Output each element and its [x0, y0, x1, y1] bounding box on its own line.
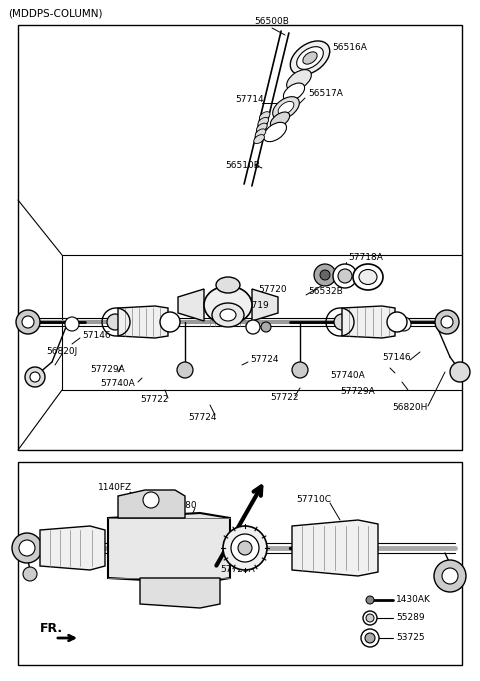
Polygon shape: [118, 490, 185, 518]
Circle shape: [19, 540, 35, 556]
Text: 56510B: 56510B: [225, 161, 260, 170]
Text: 1430AK: 1430AK: [396, 595, 431, 605]
Circle shape: [361, 629, 379, 647]
Circle shape: [143, 492, 159, 508]
Ellipse shape: [270, 112, 289, 128]
Circle shape: [363, 611, 377, 625]
Ellipse shape: [353, 264, 383, 290]
Polygon shape: [342, 306, 395, 338]
Circle shape: [246, 320, 260, 334]
Text: 56516A: 56516A: [332, 44, 367, 52]
Ellipse shape: [259, 112, 270, 121]
Text: 57718A: 57718A: [348, 253, 383, 262]
Text: 57740A: 57740A: [330, 370, 365, 379]
Polygon shape: [292, 520, 378, 576]
Circle shape: [16, 310, 40, 334]
Ellipse shape: [273, 97, 300, 119]
Circle shape: [238, 541, 252, 555]
Text: 57146: 57146: [382, 353, 410, 362]
Circle shape: [450, 362, 470, 382]
Ellipse shape: [283, 83, 305, 101]
Text: 56500B: 56500B: [254, 18, 289, 27]
Ellipse shape: [216, 277, 240, 293]
Text: 57720: 57720: [258, 285, 287, 294]
Polygon shape: [108, 513, 230, 583]
Ellipse shape: [303, 52, 317, 64]
Circle shape: [23, 567, 37, 581]
Polygon shape: [118, 306, 168, 338]
Circle shape: [387, 312, 407, 332]
Text: 57722: 57722: [140, 396, 168, 405]
Circle shape: [65, 317, 79, 331]
Text: 56532B: 56532B: [308, 287, 343, 296]
Circle shape: [30, 372, 40, 382]
Circle shape: [261, 322, 271, 332]
Ellipse shape: [212, 303, 244, 327]
Text: 57724: 57724: [250, 355, 278, 364]
Text: (MDDPS-COLUMN): (MDDPS-COLUMN): [8, 9, 103, 19]
Ellipse shape: [257, 123, 267, 132]
Circle shape: [25, 367, 45, 387]
Circle shape: [12, 533, 42, 563]
Polygon shape: [140, 578, 220, 608]
Text: 1140FZ: 1140FZ: [98, 484, 132, 492]
Circle shape: [177, 362, 193, 378]
Circle shape: [107, 314, 123, 330]
Ellipse shape: [264, 123, 287, 142]
Text: 55289: 55289: [396, 614, 425, 622]
Circle shape: [338, 269, 352, 283]
Text: 56820H: 56820H: [392, 404, 427, 413]
Polygon shape: [40, 526, 105, 570]
Circle shape: [366, 596, 374, 604]
Polygon shape: [252, 289, 278, 321]
Polygon shape: [178, 289, 204, 321]
Circle shape: [22, 316, 34, 328]
Circle shape: [223, 526, 267, 570]
Ellipse shape: [204, 286, 252, 324]
Circle shape: [320, 270, 330, 280]
Ellipse shape: [258, 117, 269, 127]
Ellipse shape: [359, 270, 377, 285]
Circle shape: [334, 314, 350, 330]
Text: 57280: 57280: [168, 501, 197, 509]
Ellipse shape: [290, 41, 330, 75]
Ellipse shape: [278, 101, 294, 114]
Text: FR.: FR.: [40, 622, 63, 635]
Text: 57146: 57146: [82, 330, 110, 340]
Text: 57740A: 57740A: [100, 379, 135, 388]
Text: 57719: 57719: [240, 300, 269, 309]
Circle shape: [333, 264, 357, 288]
Circle shape: [365, 633, 375, 643]
Text: 57722: 57722: [270, 394, 299, 402]
Ellipse shape: [287, 69, 312, 91]
Circle shape: [292, 362, 308, 378]
Text: 57714: 57714: [235, 95, 264, 104]
Circle shape: [441, 316, 453, 328]
Circle shape: [434, 560, 466, 592]
Ellipse shape: [255, 129, 266, 138]
Circle shape: [314, 264, 336, 286]
Ellipse shape: [254, 135, 264, 144]
Circle shape: [397, 317, 411, 331]
Circle shape: [442, 568, 458, 584]
Text: 57710C: 57710C: [296, 496, 331, 505]
Circle shape: [366, 614, 374, 622]
Text: 57725A: 57725A: [220, 565, 255, 575]
Text: 56820J: 56820J: [46, 347, 77, 356]
Text: 53725: 53725: [396, 633, 425, 642]
Circle shape: [231, 534, 259, 562]
Text: 57729A: 57729A: [340, 387, 375, 396]
Circle shape: [435, 310, 459, 334]
Ellipse shape: [297, 47, 324, 69]
Ellipse shape: [220, 309, 236, 321]
Text: 56517A: 56517A: [308, 89, 343, 99]
Text: 57724: 57724: [188, 413, 216, 422]
Text: 57729A: 57729A: [90, 366, 125, 375]
Circle shape: [160, 312, 180, 332]
